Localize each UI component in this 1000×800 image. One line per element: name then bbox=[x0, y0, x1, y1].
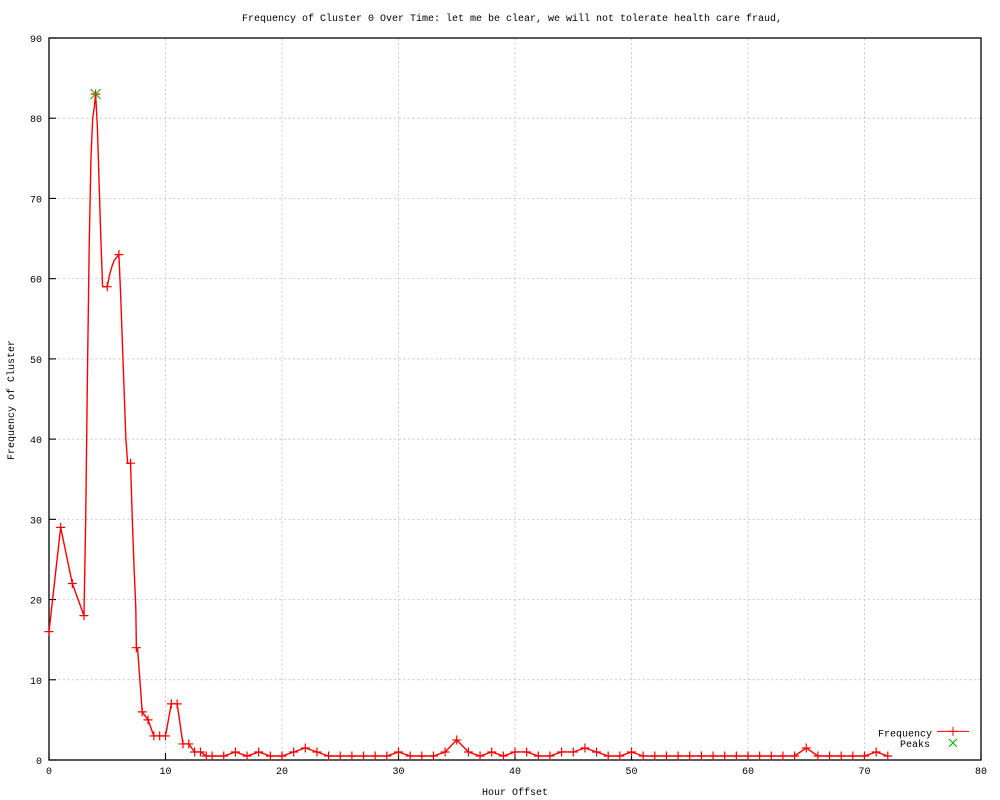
svg-text:Hour Offset: Hour Offset bbox=[482, 787, 548, 799]
svg-text:80: 80 bbox=[975, 767, 987, 778]
svg-text:70: 70 bbox=[858, 767, 870, 778]
svg-text:90: 90 bbox=[30, 35, 42, 46]
svg-text:0: 0 bbox=[46, 767, 52, 778]
svg-text:30: 30 bbox=[30, 516, 42, 527]
svg-text:40: 40 bbox=[30, 436, 42, 447]
svg-text:Peaks: Peaks bbox=[900, 739, 930, 751]
svg-text:70: 70 bbox=[30, 195, 42, 206]
svg-text:50: 50 bbox=[30, 356, 42, 367]
svg-text:30: 30 bbox=[392, 767, 404, 778]
svg-text:0: 0 bbox=[36, 757, 42, 768]
svg-text:Frequency: Frequency bbox=[878, 730, 932, 741]
svg-text:80: 80 bbox=[30, 115, 42, 126]
svg-text:50: 50 bbox=[625, 767, 637, 778]
svg-text:60: 60 bbox=[30, 276, 42, 287]
svg-text:20: 20 bbox=[276, 767, 288, 778]
svg-text:40: 40 bbox=[509, 767, 521, 778]
svg-text:60: 60 bbox=[742, 767, 754, 778]
svg-text:10: 10 bbox=[159, 767, 171, 778]
svg-text:Frequency of Cluster: Frequency of Cluster bbox=[6, 340, 18, 460]
svg-text:Frequency of Cluster 0 Over Ti: Frequency of Cluster 0 Over Time: let me… bbox=[242, 13, 782, 25]
svg-text:20: 20 bbox=[30, 597, 42, 608]
svg-text:10: 10 bbox=[30, 677, 42, 688]
